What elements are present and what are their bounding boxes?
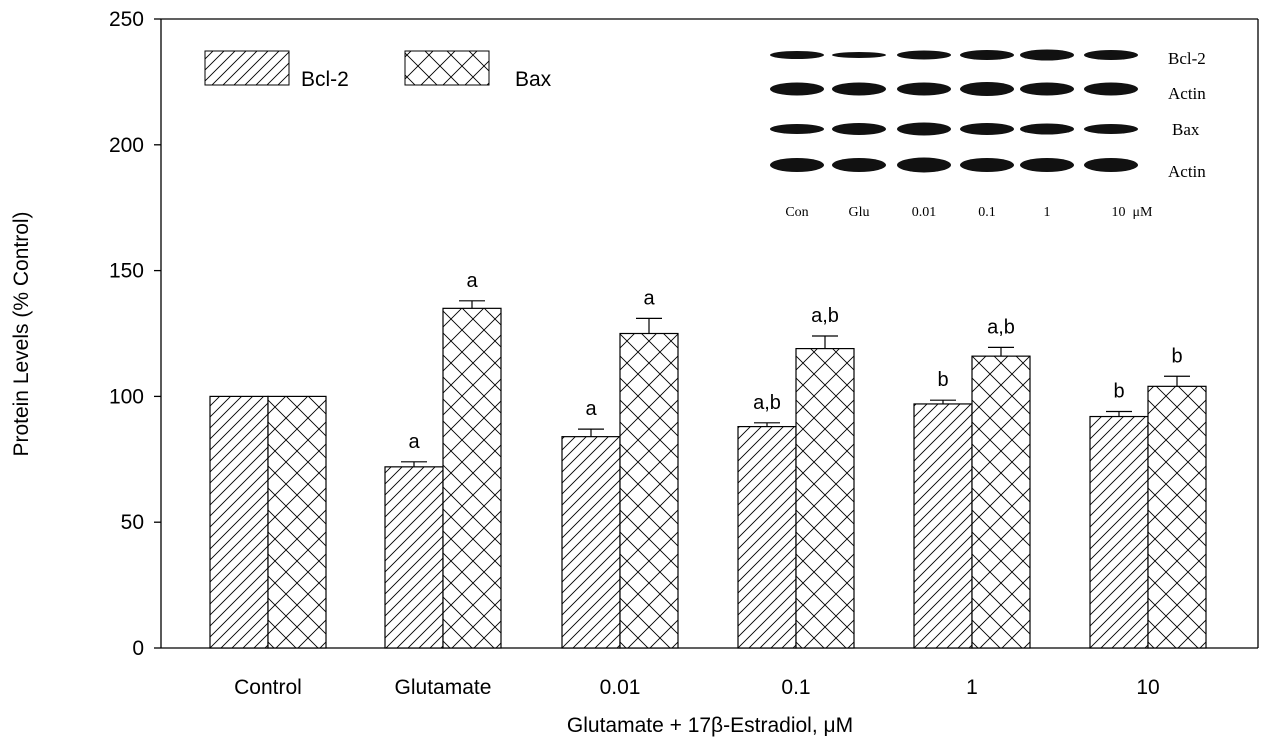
- bar-bax-0: [267, 395, 327, 649]
- y-tick-label: 250: [109, 8, 144, 31]
- bar-bcl2-5: [1089, 415, 1149, 649]
- western-blot-inset: Bcl-2 Actin Bax Actin Con Glu 0.01 0.1 1…: [744, 28, 1254, 250]
- significance-label: b: [1113, 380, 1124, 402]
- x-tick-label: 0.01: [600, 676, 641, 699]
- blot-band-row2-lane4: [1020, 123, 1074, 135]
- blot-band-row0-lane1: [832, 52, 886, 58]
- significance-label: a,b: [753, 392, 781, 414]
- y-tick-label: 200: [109, 134, 144, 157]
- blot-band-row3-lane2: [897, 157, 951, 173]
- blot-band-row2-lane2: [897, 122, 951, 136]
- blot-background: [744, 28, 1254, 250]
- blot-lane-label-con: Con: [785, 205, 808, 220]
- blot-lane-label-10um: 10 μM: [1112, 205, 1154, 220]
- legend-swatch-bcl2: [204, 50, 290, 86]
- blot-band-row0-lane5: [1084, 50, 1138, 60]
- legend-label-bax: Bax: [515, 68, 552, 91]
- significance-label: b: [937, 369, 948, 391]
- blot-band-row3-lane3: [960, 158, 1014, 172]
- blot-band-row1-lane2: [897, 82, 951, 96]
- blot-band-row2-lane3: [960, 123, 1014, 135]
- blot-band-row2-lane0: [770, 124, 824, 134]
- blot-band-row0-lane3: [960, 50, 1014, 60]
- bar-bcl2-1: [384, 466, 444, 649]
- blot-lane-label-001: 0.01: [912, 205, 937, 220]
- blot-band-row1-lane5: [1084, 82, 1138, 96]
- x-tick-label: 0.1: [781, 676, 810, 699]
- x-axis-title: Glutamate + 17β-Estradiol, μM: [567, 714, 853, 737]
- blot-band-row0-lane4: [1020, 49, 1074, 61]
- y-tick-label: 150: [109, 260, 144, 283]
- significance-label: a,b: [811, 305, 839, 327]
- x-tick-label: Glutamate: [395, 676, 492, 699]
- bar-bcl2-2: [561, 436, 621, 649]
- significance-label: a: [585, 398, 597, 420]
- y-tick-label: 0: [132, 637, 144, 660]
- bar-bcl2-3: [737, 425, 797, 649]
- blot-band-row1-lane0: [770, 82, 824, 96]
- blot-row-label-actin-2: Actin: [1168, 162, 1206, 181]
- significance-label: b: [1171, 345, 1182, 367]
- blot-band-row2-lane5: [1084, 124, 1138, 134]
- y-tick-label: 100: [109, 385, 144, 408]
- bar-bcl2-0: [209, 395, 269, 649]
- bar-bax-4: [971, 355, 1031, 649]
- blot-lane-label-01: 0.1: [978, 205, 996, 220]
- blot-band-row2-lane1: [832, 123, 886, 135]
- bar-bcl2-4: [913, 403, 973, 649]
- legend: Bcl-2 Bax: [204, 50, 552, 91]
- y-axis-title: Protein Levels (% Control): [10, 211, 33, 456]
- significance-label: a: [643, 287, 655, 309]
- y-axis-ticks: 0 50 100 150 200 250: [109, 8, 161, 660]
- blot-bands: [770, 49, 1138, 173]
- blot-lane-label-1: 1: [1044, 205, 1051, 220]
- x-tick-label: 10: [1136, 676, 1159, 699]
- blot-band-row1-lane1: [832, 82, 886, 96]
- blot-row-label-bax: Bax: [1172, 120, 1200, 139]
- blot-band-row3-lane5: [1084, 158, 1138, 172]
- bar-bax-3: [795, 347, 855, 649]
- x-tick-label: Control: [234, 676, 302, 699]
- blot-row-label-actin-1: Actin: [1168, 84, 1206, 103]
- bar-bax-1: [442, 307, 502, 649]
- blot-band-row0-lane0: [770, 51, 824, 59]
- bar-bax-2: [619, 332, 679, 649]
- blot-lane-label-glu: Glu: [849, 205, 870, 220]
- legend-label-bcl2: Bcl-2: [301, 68, 349, 91]
- x-tick-label: 1: [966, 676, 978, 699]
- x-axis-ticks: Control Glutamate 0.01 0.1 1 10: [234, 676, 1160, 699]
- blot-band-row0-lane2: [897, 50, 951, 60]
- legend-swatch-bax: [404, 50, 490, 86]
- bars: a a a a a,b a,b b a,b b b: [209, 270, 1207, 649]
- blot-row-label-bcl2: Bcl-2: [1168, 49, 1206, 68]
- significance-label: a,b: [987, 316, 1015, 338]
- significance-label: a: [466, 270, 478, 292]
- blot-band-row1-lane3: [960, 82, 1014, 96]
- blot-band-row3-lane0: [770, 158, 824, 172]
- blot-band-row1-lane4: [1020, 82, 1074, 96]
- blot-band-row3-lane1: [832, 158, 886, 172]
- blot-band-row3-lane4: [1020, 158, 1074, 172]
- significance-label: a: [408, 431, 420, 453]
- y-tick-label: 50: [121, 511, 144, 534]
- bar-bax-5: [1147, 385, 1207, 649]
